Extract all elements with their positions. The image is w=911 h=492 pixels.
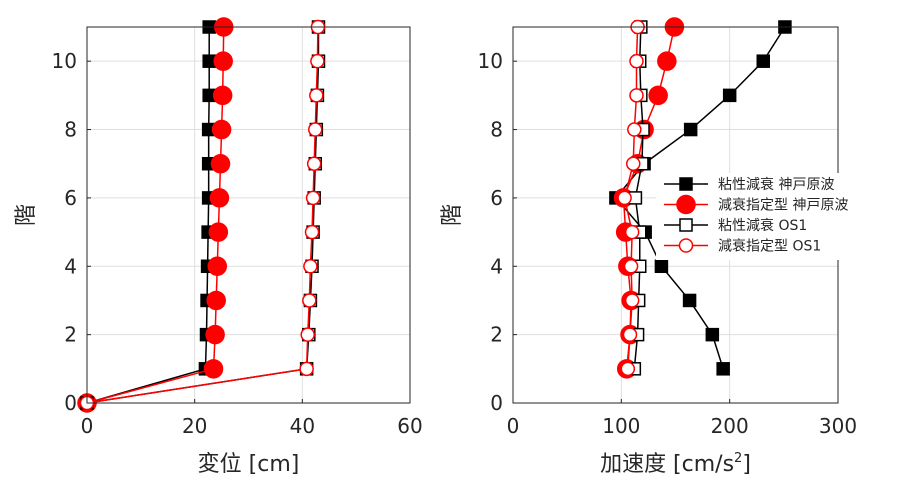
legend-label-2: 粘性減衰 OS1 <box>718 217 807 234</box>
displacement-series-2-line <box>86 27 320 404</box>
displacement-series-1-point <box>203 359 224 379</box>
displacement-y-tick-label: 8 <box>64 118 77 142</box>
displacement-plot: 0 20 40 60 0 2 4 6 8 10 変位 [cm] 階 <box>14 17 423 477</box>
acceleration-series-0-point <box>705 327 720 342</box>
displacement-y-tick-label: 0 <box>64 391 77 415</box>
displacement-series-3-point <box>309 88 324 103</box>
legend-marker-3 <box>678 238 694 253</box>
acceleration-series-1-point <box>657 51 677 71</box>
acceleration-y-ticks: 0 2 4 6 8 10 <box>478 49 517 415</box>
legend-marker-2 <box>679 218 693 232</box>
acceleration-y-tick-label: 6 <box>490 186 503 210</box>
acceleration-x-label-superscript: 2 <box>734 451 742 466</box>
acceleration-y-tick-label: 10 <box>478 49 503 73</box>
acceleration-series-0-point <box>683 122 698 137</box>
displacement-series-3-point <box>306 156 322 171</box>
acceleration-y-label: 階 <box>440 204 465 226</box>
acceleration-series-0-point <box>654 259 669 274</box>
displacement-x-tick-label: 20 <box>182 414 207 438</box>
displacement-series-1-point <box>209 188 230 208</box>
displacement-series-3-line <box>86 26 319 404</box>
acceleration-series-1-point <box>648 85 668 106</box>
acceleration-series-3-point <box>620 361 636 377</box>
displacement-x-tick-label: 0 <box>81 414 94 438</box>
acceleration-x-tick-label: 300 <box>819 414 857 438</box>
displacement-x-tick-label: 60 <box>397 414 422 438</box>
acceleration-series-3-point <box>629 88 644 103</box>
displacement-y-tick-label: 10 <box>52 49 77 73</box>
displacement-series-1-point <box>206 290 226 311</box>
displacement-series-3-point <box>299 361 314 377</box>
acceleration-x-tick-label: 200 <box>711 414 749 438</box>
legend-marker-0 <box>679 177 693 191</box>
displacement-grid <box>86 27 411 404</box>
acceleration-y-tick-label: 0 <box>490 391 503 415</box>
displacement-series-1-point <box>211 119 232 140</box>
acceleration-x-tick-label: 100 <box>602 414 640 438</box>
acceleration-series-3-point <box>624 293 640 308</box>
displacement-series-3-point <box>304 224 320 240</box>
acceleration-series-0-point <box>756 54 770 68</box>
acceleration-series-0-point <box>716 362 730 376</box>
acceleration-y-tick-label: 2 <box>490 323 503 347</box>
acceleration-x-label-main: 加速度 [cm/s <box>600 452 734 477</box>
displacement-y-tick-label: 6 <box>64 186 77 210</box>
displacement-series-0-line <box>86 27 210 404</box>
acceleration-series-3-point <box>623 259 639 274</box>
legend-marker-1 <box>676 194 696 215</box>
displacement-y-ticks: 0 2 4 6 8 10 <box>52 49 91 415</box>
legend-label-0: 粘性減衰 神戸原波 <box>718 176 834 193</box>
acceleration-series-3-point <box>624 224 640 240</box>
acceleration-x-ticks: 0 100 200 300 <box>507 399 857 438</box>
displacement-series-3-point <box>305 190 321 206</box>
displacement-series-1-line <box>86 26 225 404</box>
displacement-axes-frame <box>86 26 411 404</box>
displacement-x-tick-label: 40 <box>290 414 315 438</box>
displacement-x-ticks: 0 20 40 60 <box>81 399 423 438</box>
legend-label-3: 減衰指定型 OS1 <box>718 238 821 255</box>
acceleration-x-label: 加速度 [cm/s2] <box>600 451 751 477</box>
displacement-series-1-point <box>208 222 229 242</box>
acceleration-series-0-point <box>682 293 697 308</box>
acceleration-series-0-point <box>722 88 737 103</box>
acceleration-series-3-point <box>629 53 644 69</box>
displacement-series-3-point <box>303 259 318 274</box>
displacement-series-3-point <box>302 293 317 308</box>
displacement-series-1-point <box>205 324 225 345</box>
displacement-series-1-point <box>213 51 233 71</box>
displacement-y-tick-label: 4 <box>64 254 77 278</box>
acceleration-series-3-point <box>626 156 641 171</box>
displacement-series-0-point <box>202 54 216 68</box>
legend-label-1: 減衰指定型 神戸原波 <box>718 197 848 214</box>
displacement-series-1-point <box>210 153 231 174</box>
acceleration-y-tick-label: 8 <box>490 118 503 142</box>
displacement-y-label: 階 <box>14 204 39 226</box>
displacement-series-1-point <box>212 85 233 106</box>
acceleration-x-tick-label: 0 <box>507 414 520 438</box>
displacement-y-tick-label: 2 <box>64 323 77 347</box>
acceleration-y-tick-label: 4 <box>490 254 503 278</box>
acceleration-series-3-point <box>622 327 638 342</box>
displacement-x-label: 変位 [cm] <box>198 452 300 477</box>
displacement-series-1-point <box>207 256 228 277</box>
displacement-series-3-point <box>310 53 325 69</box>
displacement-series <box>77 17 326 413</box>
acceleration-series-3-point <box>617 190 632 206</box>
acceleration-series-3-point <box>627 122 642 137</box>
displacement-series-3-point <box>300 327 315 342</box>
acceleration-x-label-close: ] <box>742 452 751 477</box>
displacement-series-3-point <box>308 122 323 137</box>
